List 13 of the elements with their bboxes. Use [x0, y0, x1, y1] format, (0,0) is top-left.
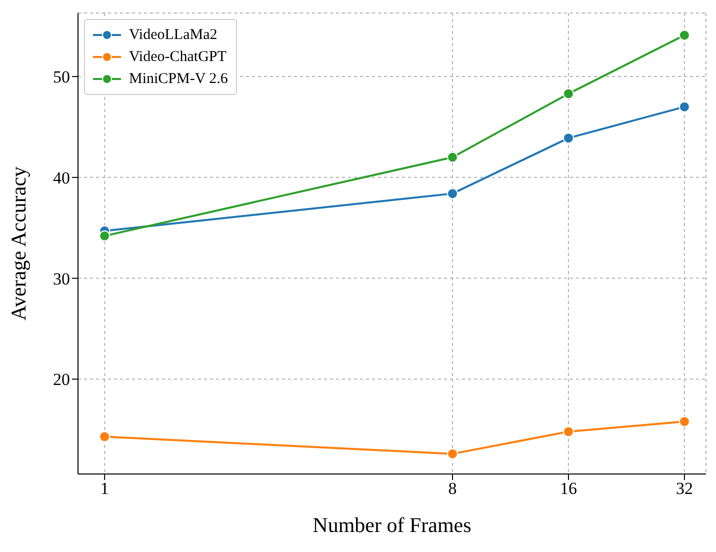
x-tick-label: 8 [448, 479, 457, 498]
y-tick-label: 40 [53, 168, 70, 188]
legend-label: Video-ChatGPT [129, 48, 226, 67]
x-tick-label: 32 [676, 479, 693, 498]
y-tick-label: 30 [53, 269, 70, 288]
legend-label: VideoLLaMa2 [129, 26, 218, 45]
y-tick-label: 50 [53, 68, 70, 87]
x-tick-label: 1 [100, 479, 109, 498]
legend-label: MiniCPM-V 2.6 [129, 70, 228, 89]
x-axis-title: Number of Frames [312, 513, 472, 537]
x-tick-label: 16 [560, 479, 577, 498]
y-axis-title: Average Accuracy [6, 166, 30, 321]
y-tick-label: 20 [53, 370, 70, 390]
